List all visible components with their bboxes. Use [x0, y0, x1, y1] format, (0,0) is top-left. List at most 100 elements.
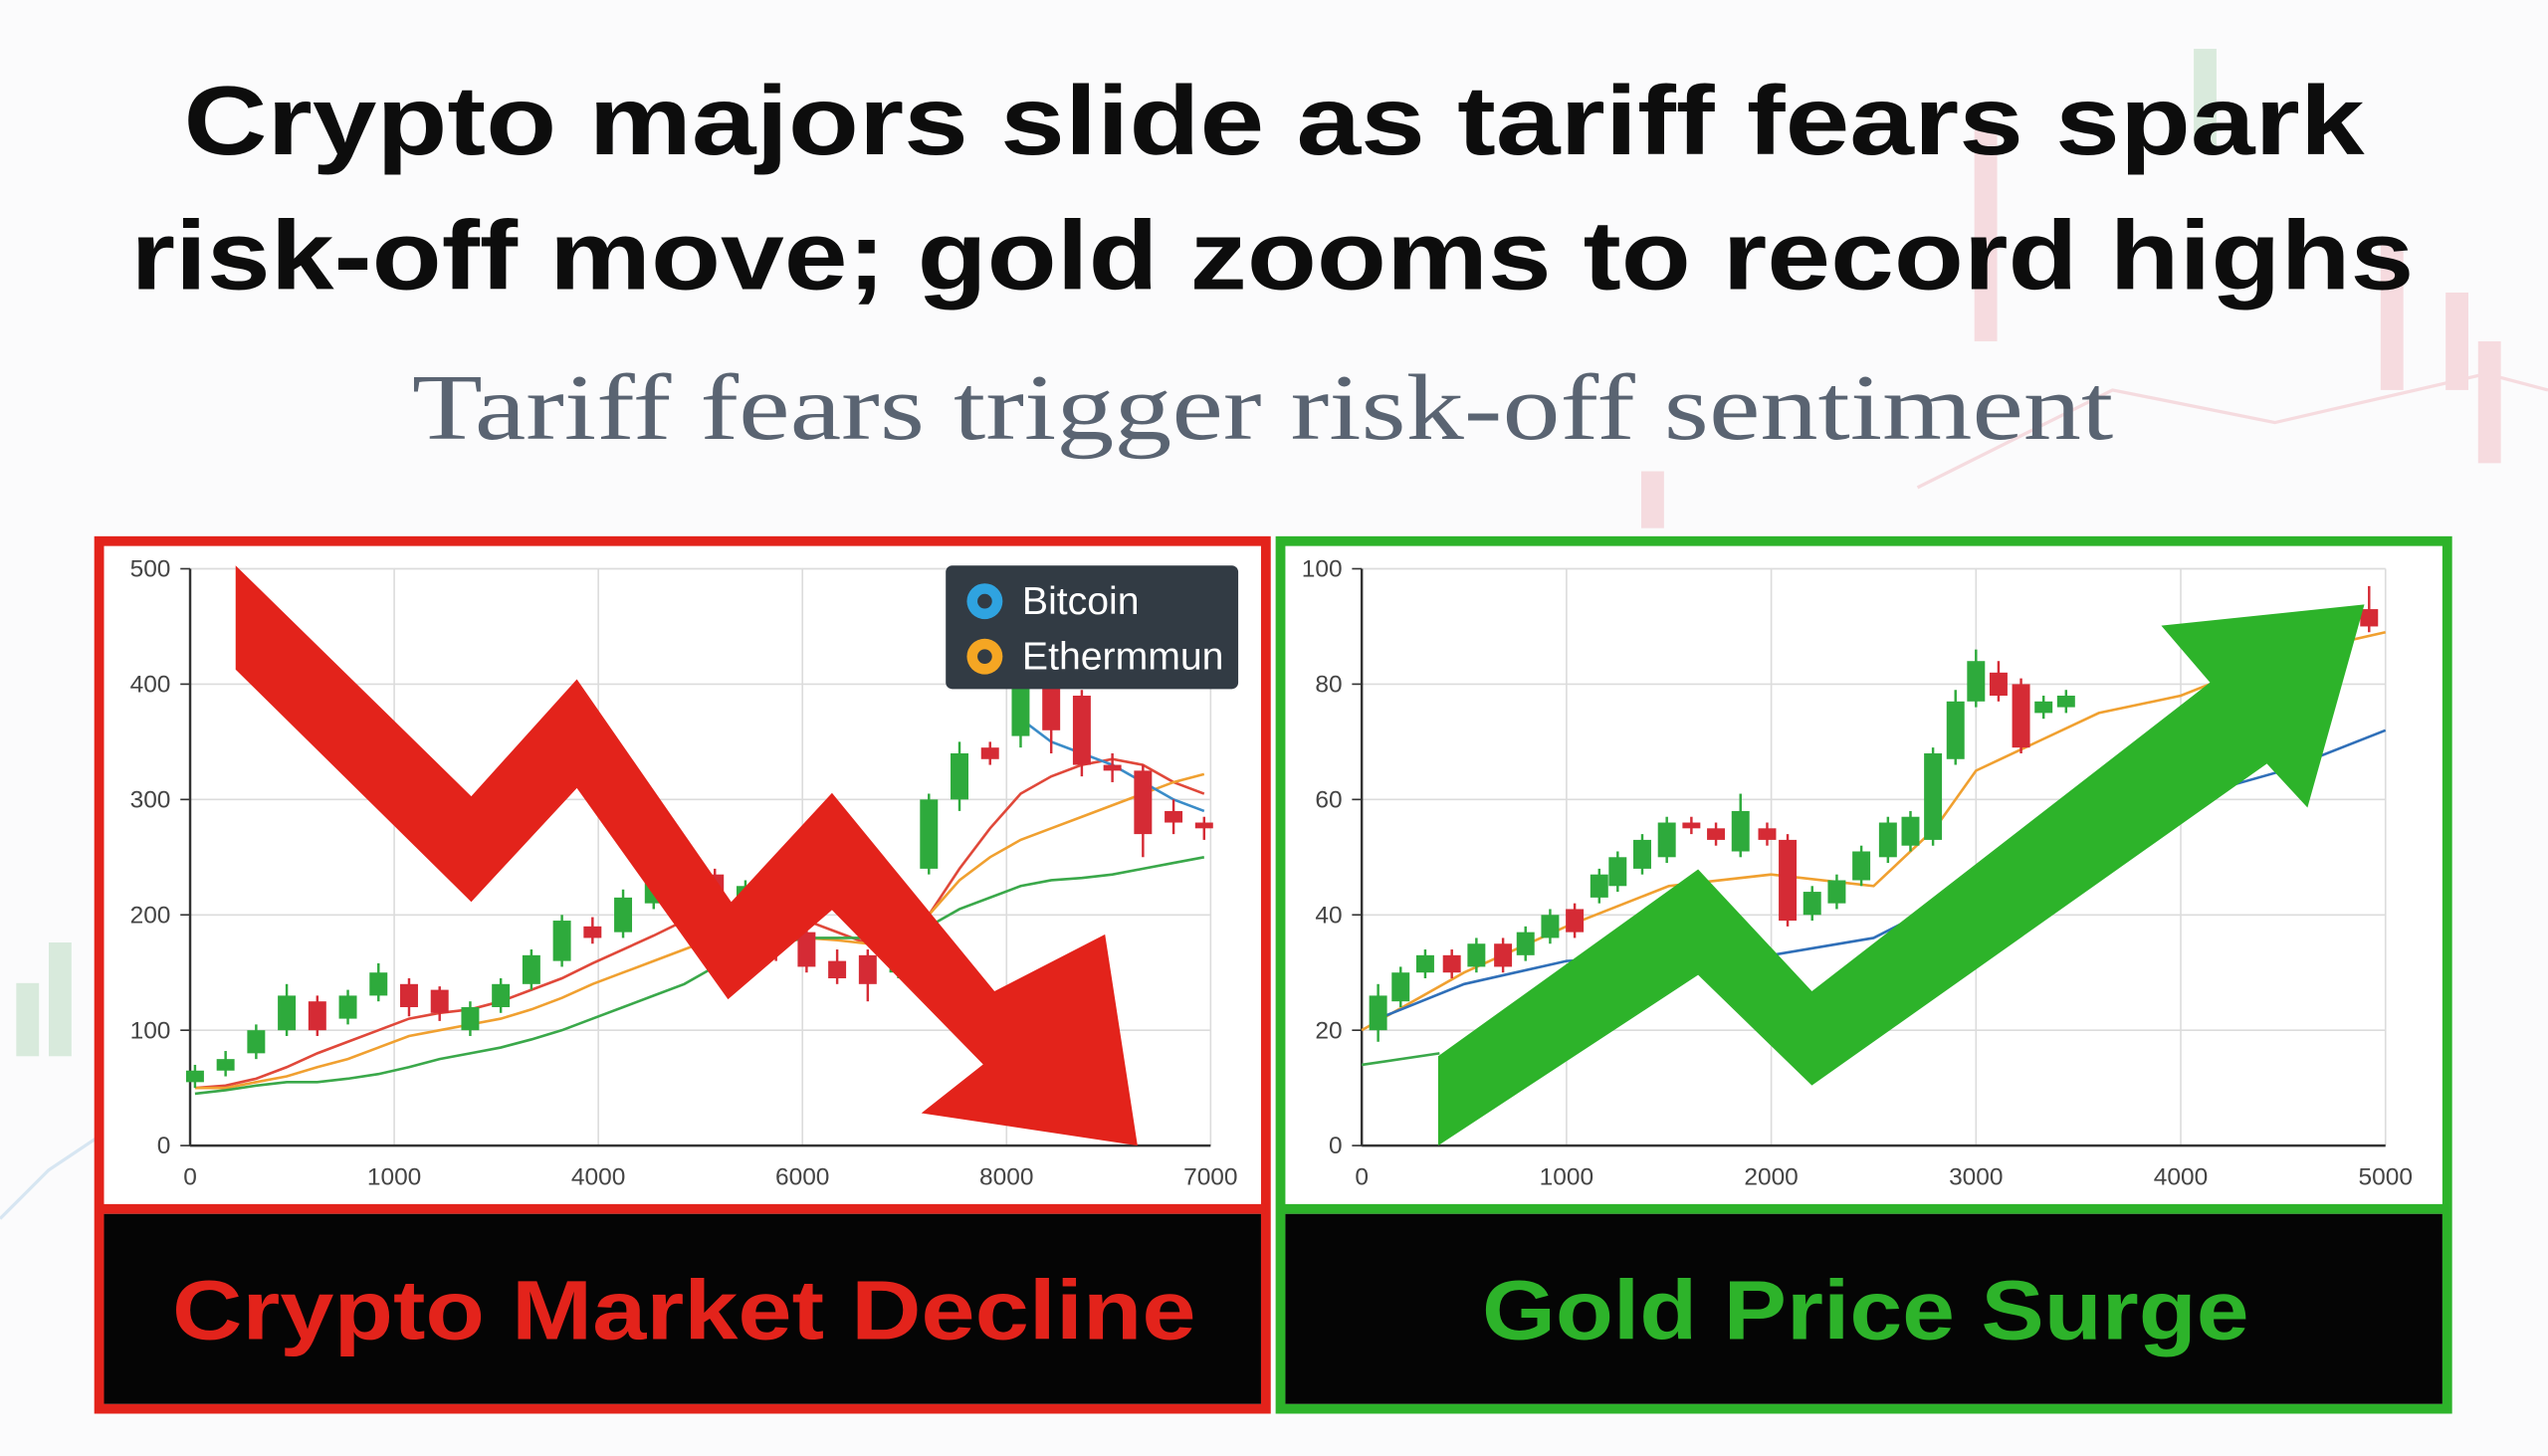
candle-body: [1134, 770, 1153, 835]
y-tick-label: 100: [1302, 556, 1343, 583]
caption-box: [1285, 1213, 2442, 1404]
candle-body: [216, 1059, 235, 1071]
candle-body: [369, 972, 388, 996]
x-tick-label: 6000: [775, 1163, 829, 1190]
y-tick-label: 400: [130, 672, 171, 699]
candle-body: [1590, 874, 1608, 898]
x-tick-label: 7000: [1183, 1163, 1237, 1190]
legend-icon-center: [977, 649, 992, 665]
candle-body: [1042, 684, 1061, 730]
headline: risk-off move; gold zooms to record high…: [130, 201, 2414, 311]
candle-body: [247, 1030, 266, 1054]
candle-body: [522, 954, 540, 984]
trend-arrow: [235, 565, 1138, 1146]
candle-body: [1165, 810, 1183, 823]
candle-body: [1707, 828, 1726, 840]
candle-body: [1657, 822, 1676, 858]
candle-body: [1901, 816, 1920, 846]
x-tick-label: 1000: [1540, 1163, 1593, 1190]
x-tick-label: 8000: [979, 1163, 1033, 1190]
candle-body: [980, 747, 999, 759]
candle-body: [1467, 943, 1486, 967]
x-tick-label: 0: [1355, 1163, 1369, 1190]
candle-body: [2056, 696, 2075, 708]
candle-body: [1566, 909, 1585, 933]
candle-body: [1731, 810, 1750, 852]
candle-body: [614, 897, 633, 933]
candle-body: [1852, 851, 1871, 881]
x-tick-label: 0: [183, 1163, 197, 1190]
candle-body: [1442, 954, 1461, 973]
y-tick-label: 20: [1315, 1017, 1342, 1044]
y-tick-label: 60: [1315, 787, 1342, 814]
candle-body: [1758, 828, 1777, 840]
candle-body: [1682, 822, 1701, 829]
candle-body: [552, 921, 571, 961]
legend-label: Ethermmun: [1022, 636, 1223, 679]
candle-body: [1608, 857, 1627, 887]
candle-body: [920, 799, 939, 869]
headline: Crypto majors slide as tariff fears spar…: [183, 66, 2365, 175]
candle-body: [1194, 822, 1213, 829]
candle-body: [1967, 661, 1986, 702]
candle-body: [583, 926, 602, 938]
candle-body: [308, 1001, 326, 1031]
candle-body: [338, 995, 357, 1019]
candle-body: [2034, 701, 2053, 714]
candle-body: [1391, 972, 1410, 1002]
candle-body: [1072, 696, 1091, 765]
y-tick-label: 200: [130, 902, 171, 929]
x-tick-label: 5000: [2359, 1163, 2413, 1190]
candle-body: [1827, 880, 1846, 904]
candle-body: [797, 932, 816, 967]
candle-body: [1369, 995, 1387, 1031]
candle-body: [2360, 609, 2379, 627]
moving-average-line: [194, 856, 1205, 1096]
candle-body: [858, 954, 877, 984]
candle-body: [1415, 954, 1434, 973]
candle-body: [1878, 822, 1897, 858]
x-tick-label: 1000: [367, 1163, 421, 1190]
legend-box: [946, 565, 1239, 690]
y-tick-label: 300: [130, 787, 171, 814]
candle-body: [185, 1070, 204, 1083]
candle-body: [951, 752, 968, 800]
candle-body: [2012, 684, 2030, 748]
y-tick-label: 40: [1315, 902, 1342, 929]
candle-body: [1946, 701, 1965, 759]
subtitle: Tariff fears trigger risk-off sentiment: [412, 356, 2113, 460]
candle-body: [1989, 672, 2008, 697]
y-tick-label: 0: [157, 1133, 171, 1159]
caption-box: [104, 1213, 1261, 1404]
candle-body: [1924, 752, 1943, 840]
candle-body: [1803, 892, 1821, 916]
background-decoration: [0, 49, 2548, 1220]
y-tick-label: 80: [1315, 672, 1342, 699]
moving-average-line: [1361, 1052, 1440, 1067]
candle-body: [400, 983, 418, 1007]
candle-body: [1103, 764, 1122, 771]
candle-body: [430, 989, 449, 1013]
x-tick-label: 3000: [1949, 1163, 2003, 1190]
candle-body: [1516, 932, 1535, 955]
x-tick-label: 4000: [2154, 1163, 2208, 1190]
trend-arrow: [1437, 604, 2365, 1146]
candle-body: [1633, 839, 1651, 869]
x-tick-label: 4000: [571, 1163, 625, 1190]
y-tick-label: 0: [1329, 1133, 1343, 1159]
legend-icon-center: [977, 593, 992, 609]
legend-label: Bitcoin: [1022, 580, 1140, 623]
y-tick-label: 500: [130, 556, 171, 583]
panel-caption: Gold Price Surge: [1482, 1262, 2249, 1356]
candle-body: [828, 960, 847, 979]
x-tick-label: 2000: [1744, 1163, 1798, 1190]
y-tick-label: 100: [130, 1017, 171, 1044]
candle-body: [1541, 915, 1560, 938]
panel-caption: Crypto Market Decline: [172, 1262, 1196, 1356]
candle-body: [1011, 684, 1030, 736]
candle-body: [1779, 839, 1798, 922]
candle-body: [461, 1006, 480, 1031]
candle-body: [492, 983, 511, 1007]
